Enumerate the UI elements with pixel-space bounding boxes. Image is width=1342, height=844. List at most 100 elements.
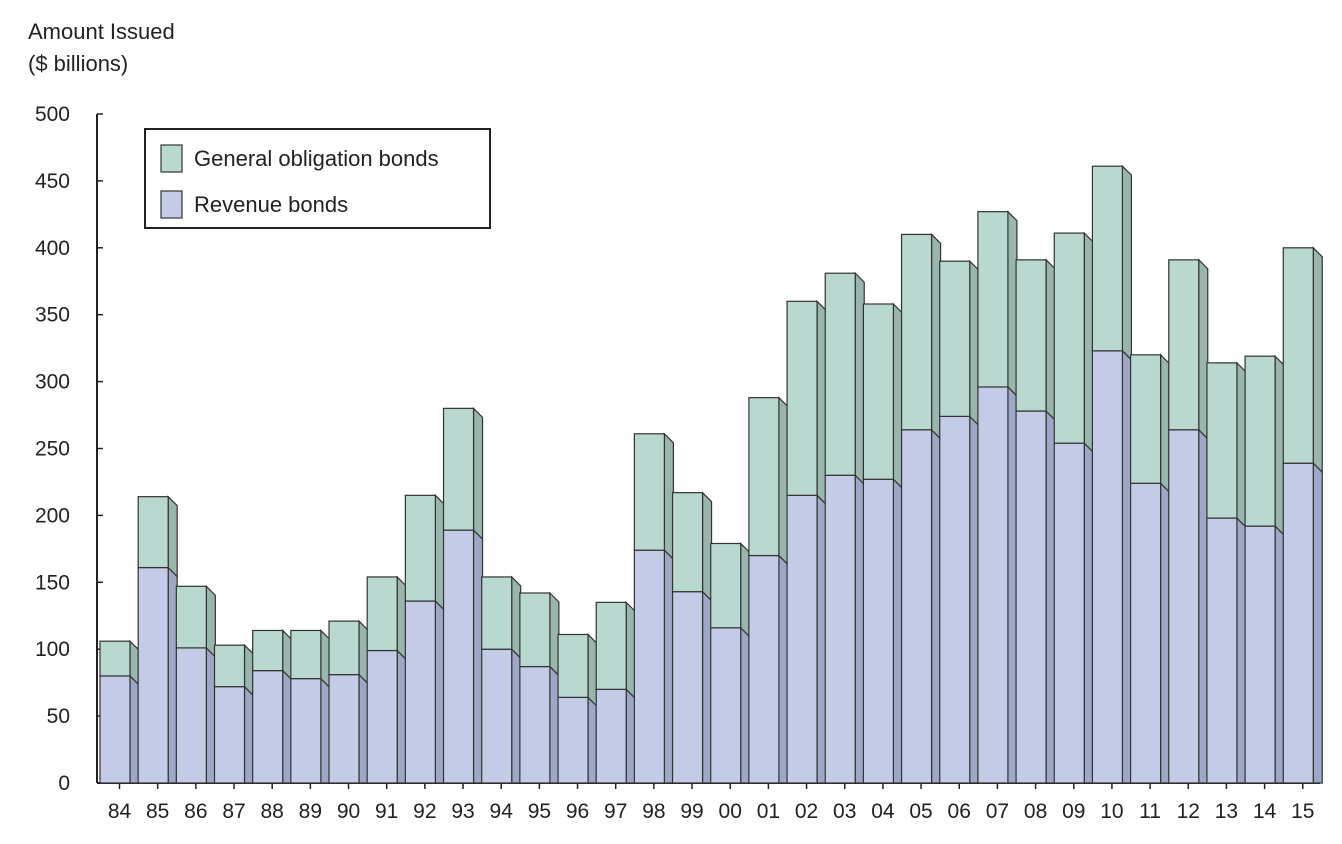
bar-revenue-bonds [633,549,665,784]
bar-revenue-bonds [213,686,246,784]
legend-swatch-revenue [160,190,183,219]
bar-general-obligation-bonds [748,397,780,557]
legend: General obligation bonds Revenue bonds [144,128,491,229]
bar-side-general-obligation-bonds [1121,164,1133,362]
bar-general-obligation-bonds [1206,362,1238,519]
bar-general-obligation-bonds [1091,165,1124,352]
x-tick-label: 94 [490,800,514,823]
bar-general-obligation-bonds [99,640,131,677]
x-tick-label: 07 [986,800,1009,823]
x-tick-label: 03 [833,800,856,823]
bar-general-obligation-bonds [671,492,704,593]
bar-revenue-bonds [1129,482,1162,784]
x-tick-label: 97 [604,800,627,823]
bar-revenue-bonds [1015,410,1047,784]
bar-revenue-bonds [442,529,475,784]
bar-general-obligation-bonds [290,629,322,680]
x-tick-label: 01 [757,800,780,823]
legend-label-general-obligation: General obligation bonds [194,146,439,171]
bar-revenue-bonds [366,649,398,784]
bar-general-obligation-bonds [481,576,513,650]
x-tick-label: 05 [909,800,932,823]
bar-revenue-bonds [175,647,207,784]
bar-general-obligation-bonds [1282,247,1314,464]
x-tick-label: 15 [1291,800,1314,823]
bar-revenue-bonds [595,688,627,784]
bar-revenue-bonds [671,591,704,784]
bar-revenue-bonds [328,674,360,784]
bar-revenue-bonds [824,474,856,784]
x-tick-label: 14 [1253,800,1277,823]
bar-general-obligation-bonds [939,260,971,417]
bar-general-obligation-bonds [213,644,246,688]
x-tick-label: 88 [261,800,284,823]
bar-side-general-obligation-bonds [167,495,178,579]
x-tick-label: 02 [795,800,818,823]
x-tick-label: 93 [451,800,474,823]
bar-general-obligation-bonds [633,433,665,551]
bar-general-obligation-bonds [1015,259,1047,412]
legend-swatch-general-obligation [160,144,183,173]
bar-side-general-obligation-bonds [472,406,484,541]
bar-general-obligation-bonds [519,592,551,668]
y-tick-label: 300 [35,371,70,394]
bar-general-obligation-bonds [824,272,856,476]
x-tick-label: 13 [1215,800,1238,823]
bar-revenue-bonds [404,600,436,784]
bar-revenue-bonds [1206,517,1238,784]
y-axis-title-line-2: ($ billions) [28,51,128,76]
bar-revenue-bonds [1282,462,1314,784]
y-tick-label: 150 [35,571,70,594]
bar-side-revenue-bonds [1312,461,1323,784]
legend-label-revenue: Revenue bonds [194,192,348,217]
bar-revenue-bonds [862,478,895,784]
x-tick-label: 85 [146,800,169,823]
x-tick-label: 86 [184,800,207,823]
bar-general-obligation-bonds [328,620,360,676]
bar-revenue-bonds [939,415,971,784]
x-tick-label: 95 [528,800,551,823]
y-tick-label: 350 [35,304,70,327]
y-tick-label: 0 [58,772,70,795]
x-tick-label: 10 [1100,800,1123,823]
x-tick-label: 11 [1139,800,1161,823]
x-tick-label: 90 [337,800,360,823]
y-tick-label: 200 [35,504,70,527]
bar-revenue-bonds [786,494,818,784]
x-tick-label: 92 [413,800,436,823]
bar-revenue-bonds [137,566,169,784]
bar-general-obligation-bonds [786,300,818,496]
x-tick-label: 91 [375,800,398,823]
bar-revenue-bonds [1244,525,1276,784]
bar-revenue-bonds [900,429,933,784]
x-tick-label: 98 [642,800,665,823]
x-tick-label: 12 [1177,800,1200,823]
bar-general-obligation-bonds [366,576,398,652]
bars [99,164,1323,784]
bar-general-obligation-bonds [900,233,933,431]
x-tick-label: 04 [871,800,895,823]
y-tick-label: 250 [35,438,70,461]
bar-general-obligation-bonds [404,494,436,602]
x-tick-label: 08 [1024,800,1047,823]
bar-revenue-bonds [252,670,284,784]
bar-general-obligation-bonds [175,585,207,649]
bar-general-obligation-bonds [442,407,475,531]
bar-general-obligation-bonds [1129,354,1162,484]
x-tick-label: 96 [566,800,589,823]
y-tick-label: 500 [35,103,70,126]
y-tick-label: 400 [35,237,70,260]
bar-revenue-bonds [519,665,551,784]
bar-revenue-bonds [481,648,513,784]
bar-general-obligation-bonds [1168,259,1200,431]
bar-revenue-bonds [290,678,322,784]
y-tick-label: 50 [47,705,70,728]
y-tick-label: 100 [35,638,70,661]
bar-general-obligation-bonds [862,303,895,480]
x-tick-label: 89 [299,800,322,823]
bar-revenue-bonds [1091,350,1124,784]
legend-box [144,128,491,229]
